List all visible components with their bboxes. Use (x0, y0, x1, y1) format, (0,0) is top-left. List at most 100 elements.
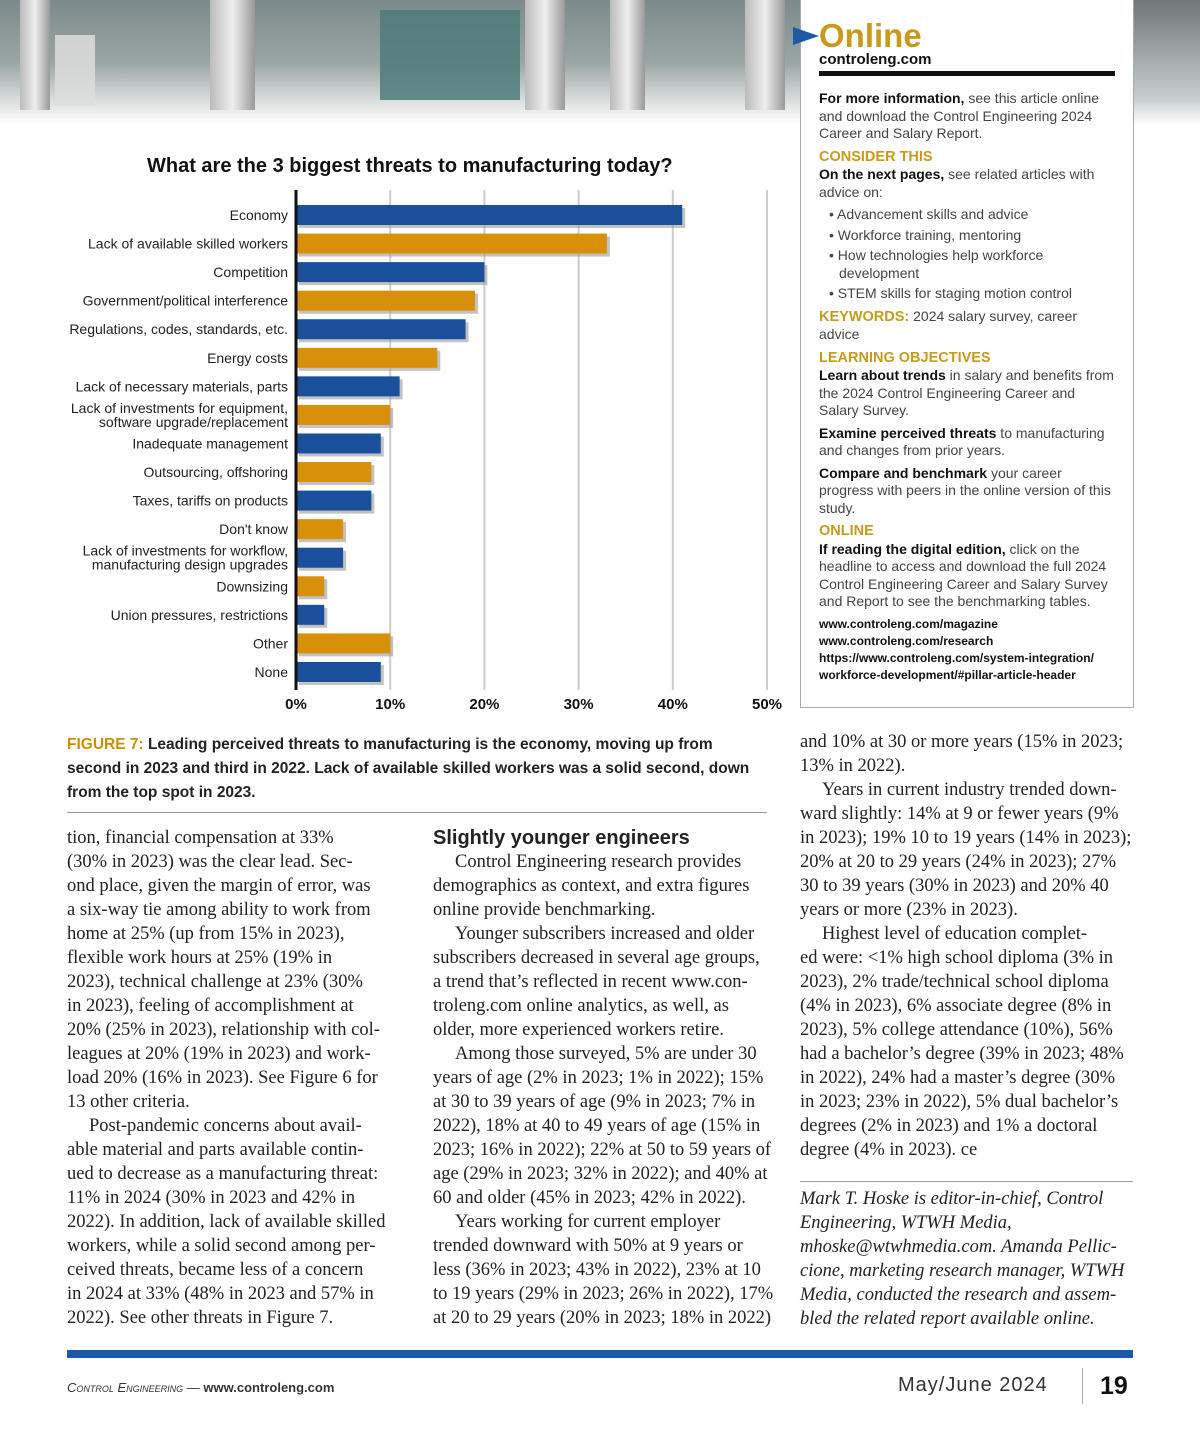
text-line: flexible work hours at 25% (19% in (67, 948, 333, 968)
text-line: at 30 to 39 years of age (9% in 2023; 7%… (433, 1092, 756, 1112)
logo-url: controleng.com (819, 51, 932, 68)
category-label: Outsourcing, offshoring (144, 464, 289, 480)
text-line: trended downward with 50% at 9 years or (433, 1236, 743, 1256)
article-column-3: and 10% at 30 or more years (15% in 2023… (800, 730, 1131, 1162)
article-column-2: Slightly younger engineers Control Engin… (433, 826, 773, 1330)
bar (296, 319, 466, 340)
text-line: 2022). In addition, lack of available sk… (67, 1212, 386, 1232)
text-line: 11% in 2024 (30% in 2023 and 42% in (67, 1188, 356, 1208)
text-line: home at 25% (up from 15% in 2023), (67, 924, 345, 944)
advice-list: • Advancement skills and advice • Workfor… (819, 206, 1115, 303)
text-line: troleng.com online analytics, as well, a… (433, 996, 729, 1016)
text-line: leagues at 20% (19% in 2023) and work- (67, 1044, 371, 1064)
divider (800, 1181, 1133, 1182)
text-line: to 19 years (29% in 2023; 26% in 2022), … (433, 1284, 774, 1304)
objective: Learn about trends in salary and benefit… (819, 367, 1114, 418)
category-label: Union pressures, restrictions (111, 607, 288, 623)
bar (296, 205, 683, 225)
text-line: tion, financial compensation at 33% (67, 828, 334, 848)
online-sidebar: Online controleng.com For more informati… (793, 0, 1134, 708)
text-line: 20% (25% in 2023), relationship with col… (67, 1020, 380, 1040)
category-label: Other (253, 635, 288, 651)
header-photo-right (1133, 0, 1200, 125)
text-line: workers, while a solid second among per- (67, 1236, 376, 1256)
bar (296, 290, 475, 311)
bar (296, 490, 372, 511)
footer-url[interactable]: www.controleng.com (203, 1380, 335, 1395)
text-line: a six-way tie among ability to work from (67, 900, 371, 920)
text-line: in 2023; 23% in 2022), 5% dual bachelor’… (800, 1092, 1119, 1112)
category-label: Competition (213, 264, 288, 280)
issue-date: May/June 2024 (898, 1374, 1048, 1396)
text-line: in 2024 at 33% (48% in 2023 and 57% in (67, 1284, 374, 1304)
bar (296, 462, 372, 483)
objective: Compare and benchmark your career progre… (819, 464, 1111, 516)
text-line: at 20 to 29 years (20% in 2023; 18% in 2… (433, 1308, 772, 1328)
text-line: ued to decrease as a manufacturing threa… (67, 1164, 379, 1184)
text-line: (4% in 2023), 6% associate degree (8% in (800, 996, 1112, 1016)
tick-label: 10% (375, 696, 405, 713)
learning-objectives: Learn about trends in salary and benefit… (819, 367, 1115, 517)
text-line: bled the related report available online… (800, 1309, 1095, 1329)
category-label: Lack of necessary materials, parts (76, 378, 288, 394)
category-label: Don't know (219, 521, 289, 537)
url-list: www.controleng.com/magazine www.controlen… (819, 616, 1115, 684)
link[interactable]: https://www.controleng.com/system-integr… (819, 650, 1094, 682)
arrow-icon (793, 27, 819, 45)
text-line: had a bachelor’s degree (39% in 2023; 48… (800, 1044, 1124, 1064)
more-info: For more information, see this article o… (819, 90, 1100, 141)
text-line: Highest level of education complet- (822, 924, 1088, 944)
divider (1082, 1368, 1083, 1404)
text-line: 2023; 16% in 2022); 22% at 50 to 59 year… (433, 1140, 772, 1160)
figure-label: FIGURE 7: (67, 736, 144, 753)
text-line: cione, marketing research manager, WTWH (800, 1261, 1125, 1281)
chart-title: What are the 3 biggest threats to manufa… (147, 155, 673, 177)
text-line: Years in current industry trended down- (822, 780, 1117, 800)
category-label: Lack of investments for workflow, manufac… (83, 543, 288, 573)
objective: Examine perceived threats to manufacturi… (819, 424, 1105, 459)
divider (67, 812, 767, 813)
text-line: Post-pandemic concerns about avail- (89, 1116, 362, 1136)
tick-label: 30% (564, 696, 594, 713)
bar (296, 519, 344, 540)
category-label: Lack of available skilled workers (88, 236, 288, 252)
text-line: 2022), 18% at 40 to 49 years of age (15%… (433, 1116, 761, 1136)
article-column-1: tion, financial compensation at 33% (30% … (67, 826, 386, 1330)
text-line: a trend that’s reflected in recent www.c… (433, 972, 748, 992)
text-line: 2023), 2% trade/technical school diploma (800, 972, 1109, 992)
author-bio: Mark T. Hoske is editor-in-chief, Contro… (800, 1187, 1124, 1331)
text-line: years of age (2% in 2023; 1% in 2022); 1… (433, 1068, 764, 1088)
tick-label: 20% (469, 696, 499, 713)
text-line: 60 and older (45% in 2023; 42% in 2022). (433, 1188, 746, 1208)
category-label: Inadequate management (132, 435, 288, 451)
category-label: Economy (230, 207, 288, 223)
text-line: online provide benchmarking. (433, 900, 656, 920)
bar (296, 576, 325, 597)
text-line: in 2023); 19% 10 to 19 years (14% in 202… (800, 828, 1132, 848)
list-item: • STEM skills for staging motion control (829, 285, 1072, 301)
caption-text: Leading perceived threats to manufacturi… (67, 736, 750, 801)
category-label: Downsizing (216, 578, 288, 594)
tick-label: 40% (658, 696, 688, 713)
text-line: 2022). See other threats in Figure 7. (67, 1308, 334, 1328)
bar (296, 347, 438, 368)
keywords: KEYWORDS: 2024 salary survey, career adv… (819, 307, 1078, 343)
text-line: older, more experienced workers retire. (433, 1020, 725, 1040)
next-pages: On the next pages, see related articles … (819, 166, 1095, 200)
bar-chart: 0% 10% 20% 30% 40% 50% Economy Lack of availabl… (69, 190, 782, 713)
text-line: ond place, given the margin of error, wa… (67, 876, 371, 896)
online-heading: ONLINE (819, 523, 874, 539)
list-item: • Workforce training, mentoring (829, 226, 1022, 243)
bar (296, 433, 381, 454)
text-line: Among those surveyed, 5% are under 30 (455, 1044, 757, 1064)
text-line: 2023), technical challenge at 23% (30% (67, 972, 363, 992)
text-line: 30 to 39 years (30% in 2023) and 20% 40 (800, 876, 1109, 896)
category-label: Government/political interference (83, 293, 289, 309)
link[interactable]: www.controleng.com/magazine (819, 616, 998, 631)
text-line: age (29% in 2023; 32% in 2022); and 40% … (433, 1164, 768, 1184)
text-line: ceived threats, became less of a concern (67, 1260, 364, 1280)
link[interactable]: www.controleng.com/research (819, 633, 994, 648)
text-line: mhoske@wtwhmedia.com. Amanda Pellic- (800, 1237, 1117, 1257)
text-line: Mark T. Hoske is editor-in-chief, Contro… (800, 1189, 1104, 1209)
text-line: Control Engineering research provides (455, 852, 742, 872)
